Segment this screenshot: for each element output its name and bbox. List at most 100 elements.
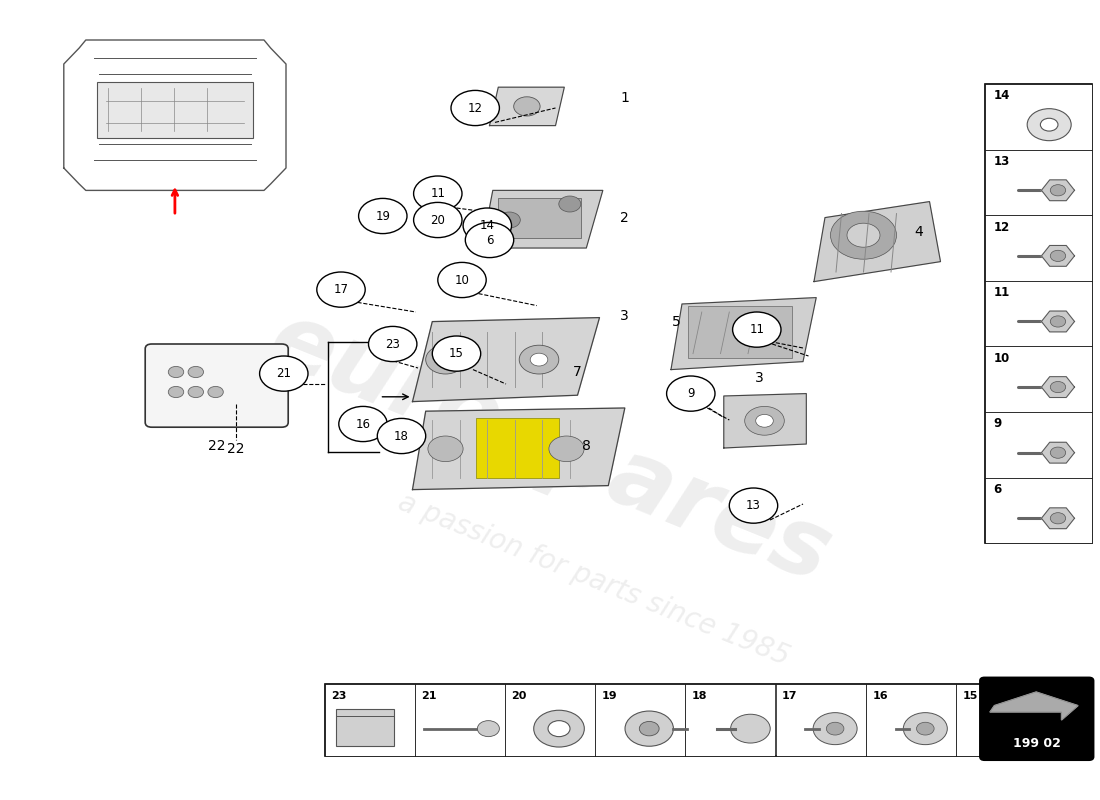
Text: 10: 10 bbox=[993, 352, 1010, 365]
Circle shape bbox=[639, 722, 659, 736]
Polygon shape bbox=[1042, 508, 1075, 529]
Polygon shape bbox=[412, 408, 625, 490]
Bar bbox=[505, 684, 595, 756]
Bar bbox=[97, 82, 253, 138]
Text: 11: 11 bbox=[993, 286, 1010, 299]
Circle shape bbox=[559, 196, 581, 212]
Bar bbox=[688, 306, 792, 358]
Text: 3: 3 bbox=[755, 370, 763, 385]
Text: 14: 14 bbox=[993, 90, 1010, 102]
Text: 2: 2 bbox=[620, 210, 629, 225]
Text: 12: 12 bbox=[993, 221, 1010, 234]
Circle shape bbox=[534, 710, 584, 747]
Text: 1: 1 bbox=[620, 90, 629, 105]
Bar bbox=[685, 684, 775, 756]
Text: 10: 10 bbox=[454, 274, 470, 286]
Circle shape bbox=[414, 176, 462, 211]
Text: 9: 9 bbox=[993, 418, 1002, 430]
Circle shape bbox=[359, 198, 407, 234]
Circle shape bbox=[903, 713, 947, 745]
Text: 19: 19 bbox=[602, 691, 617, 702]
Circle shape bbox=[745, 406, 784, 435]
Text: 199 02: 199 02 bbox=[1013, 737, 1060, 750]
Circle shape bbox=[414, 202, 462, 238]
Text: 14: 14 bbox=[480, 219, 495, 232]
Text: eurospares: eurospares bbox=[256, 294, 844, 602]
Bar bbox=[984, 346, 1092, 412]
Bar bbox=[324, 684, 415, 756]
Text: 22: 22 bbox=[208, 438, 226, 453]
Bar bbox=[984, 281, 1092, 346]
Circle shape bbox=[1050, 382, 1066, 393]
Circle shape bbox=[1050, 513, 1066, 524]
Text: 19: 19 bbox=[375, 210, 390, 222]
Circle shape bbox=[437, 354, 454, 366]
Bar bbox=[866, 684, 956, 756]
Text: a passion for parts since 1985: a passion for parts since 1985 bbox=[394, 489, 794, 671]
Circle shape bbox=[549, 436, 584, 462]
Circle shape bbox=[519, 346, 559, 374]
Bar bbox=[984, 84, 1092, 543]
Text: 17: 17 bbox=[782, 691, 797, 702]
Polygon shape bbox=[1042, 311, 1075, 332]
Circle shape bbox=[377, 418, 426, 454]
Circle shape bbox=[826, 722, 844, 735]
Bar bbox=[498, 198, 581, 238]
Bar bbox=[476, 418, 559, 478]
Text: 3: 3 bbox=[620, 309, 629, 323]
Circle shape bbox=[514, 97, 540, 116]
Circle shape bbox=[667, 376, 715, 411]
Circle shape bbox=[1000, 722, 1020, 736]
Circle shape bbox=[168, 386, 184, 398]
Circle shape bbox=[432, 336, 481, 371]
Polygon shape bbox=[482, 190, 603, 248]
Circle shape bbox=[530, 354, 548, 366]
Circle shape bbox=[188, 366, 204, 378]
Circle shape bbox=[317, 272, 365, 307]
Polygon shape bbox=[490, 87, 564, 126]
Polygon shape bbox=[1042, 377, 1075, 398]
Text: 15: 15 bbox=[962, 691, 978, 702]
Polygon shape bbox=[1042, 442, 1075, 463]
Circle shape bbox=[916, 722, 934, 735]
Text: 21: 21 bbox=[421, 691, 437, 702]
Circle shape bbox=[498, 212, 520, 228]
Text: 7: 7 bbox=[573, 365, 582, 379]
Circle shape bbox=[477, 721, 499, 737]
Text: 22: 22 bbox=[228, 442, 245, 456]
Text: 13: 13 bbox=[993, 155, 1010, 168]
Text: 6: 6 bbox=[486, 234, 493, 246]
Text: 17: 17 bbox=[333, 283, 349, 296]
Polygon shape bbox=[814, 202, 940, 282]
Text: 23: 23 bbox=[385, 338, 400, 350]
Text: 20: 20 bbox=[512, 691, 527, 702]
Circle shape bbox=[368, 326, 417, 362]
Bar bbox=[336, 709, 394, 746]
Circle shape bbox=[756, 414, 773, 427]
Circle shape bbox=[730, 714, 770, 743]
Circle shape bbox=[463, 208, 512, 243]
Circle shape bbox=[438, 262, 486, 298]
Text: 13: 13 bbox=[746, 499, 761, 512]
Polygon shape bbox=[724, 394, 806, 448]
Bar bbox=[324, 684, 1046, 756]
Text: 18: 18 bbox=[692, 691, 707, 702]
Polygon shape bbox=[1042, 246, 1075, 266]
Text: 11: 11 bbox=[430, 187, 446, 200]
Text: 11: 11 bbox=[749, 323, 764, 336]
Bar bbox=[776, 684, 866, 756]
Circle shape bbox=[451, 90, 499, 126]
Bar bbox=[415, 684, 505, 756]
Bar bbox=[595, 684, 685, 756]
Text: 20: 20 bbox=[430, 214, 446, 226]
Circle shape bbox=[208, 386, 223, 398]
Text: 16: 16 bbox=[872, 691, 888, 702]
Circle shape bbox=[1050, 250, 1066, 262]
FancyBboxPatch shape bbox=[980, 678, 1093, 760]
Text: 16: 16 bbox=[355, 418, 371, 430]
Text: 15: 15 bbox=[449, 347, 464, 360]
Circle shape bbox=[625, 711, 673, 746]
Circle shape bbox=[548, 721, 570, 737]
Text: 5: 5 bbox=[672, 314, 681, 329]
Text: 12: 12 bbox=[468, 102, 483, 114]
